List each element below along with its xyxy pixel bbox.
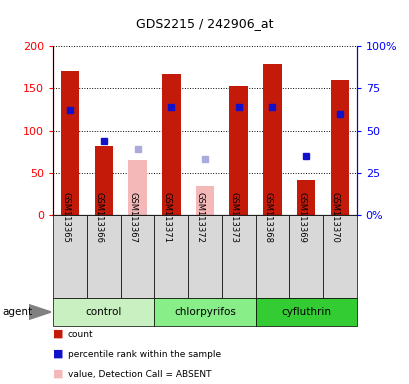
Text: ■: ■ <box>53 368 64 378</box>
Text: count: count <box>67 330 93 339</box>
Bar <box>128 160 146 215</box>
Text: percentile rank within the sample: percentile rank within the sample <box>67 350 220 359</box>
Bar <box>94 146 113 215</box>
Text: ■: ■ <box>53 328 64 338</box>
Text: GSM113368: GSM113368 <box>263 192 272 243</box>
FancyBboxPatch shape <box>322 215 356 298</box>
Bar <box>229 86 247 215</box>
Text: GSM113366: GSM113366 <box>94 192 103 243</box>
FancyBboxPatch shape <box>188 215 221 298</box>
Text: agent: agent <box>2 307 32 317</box>
Bar <box>61 71 79 215</box>
FancyBboxPatch shape <box>120 215 154 298</box>
FancyBboxPatch shape <box>87 215 120 298</box>
Text: GSM113371: GSM113371 <box>162 192 171 243</box>
Text: GDS2215 / 242906_at: GDS2215 / 242906_at <box>136 17 273 30</box>
Text: ■: ■ <box>53 348 64 358</box>
FancyBboxPatch shape <box>255 298 356 326</box>
FancyBboxPatch shape <box>255 215 289 298</box>
Bar <box>195 186 214 215</box>
FancyBboxPatch shape <box>53 215 87 298</box>
Text: value, Detection Call = ABSENT: value, Detection Call = ABSENT <box>67 370 211 379</box>
Bar <box>330 80 348 215</box>
Text: cyfluthrin: cyfluthrin <box>281 307 330 317</box>
Text: GSM113365: GSM113365 <box>61 192 70 243</box>
FancyBboxPatch shape <box>53 298 154 326</box>
Polygon shape <box>29 305 51 319</box>
FancyBboxPatch shape <box>154 298 255 326</box>
Bar <box>296 180 315 215</box>
Text: GSM113367: GSM113367 <box>128 192 137 243</box>
FancyBboxPatch shape <box>289 215 322 298</box>
Text: GSM113372: GSM113372 <box>196 192 204 243</box>
Text: chlorpyrifos: chlorpyrifos <box>174 307 235 317</box>
Bar <box>162 74 180 215</box>
Text: GSM113373: GSM113373 <box>229 192 238 243</box>
FancyBboxPatch shape <box>154 215 188 298</box>
Text: control: control <box>85 307 122 317</box>
Bar <box>263 64 281 215</box>
FancyBboxPatch shape <box>221 215 255 298</box>
Text: GSM113370: GSM113370 <box>330 192 339 243</box>
Text: GSM113369: GSM113369 <box>297 192 306 243</box>
